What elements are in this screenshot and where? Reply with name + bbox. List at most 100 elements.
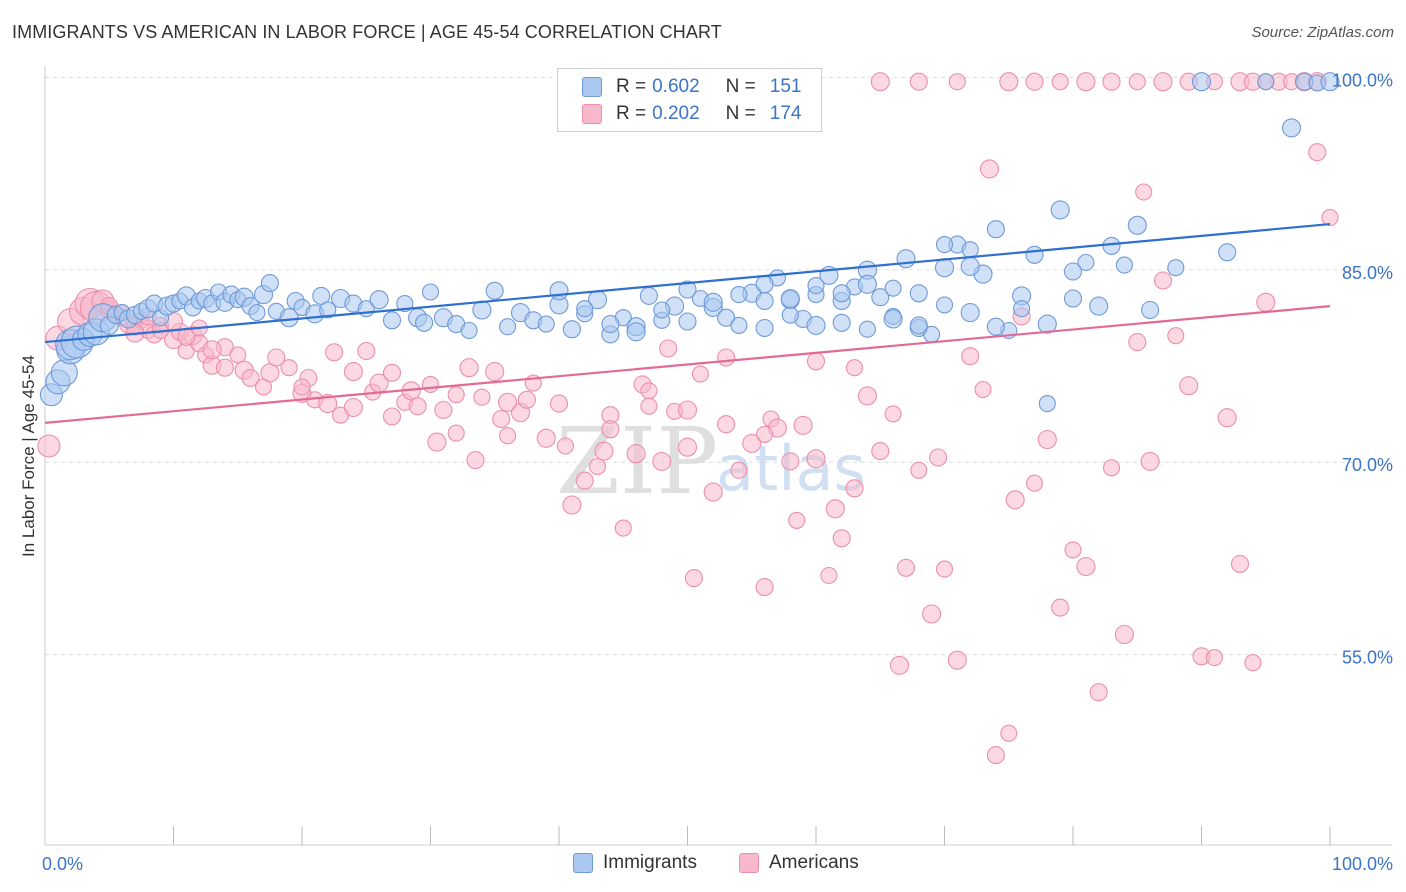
americans-point (730, 461, 748, 479)
immigrants-point (1127, 215, 1147, 235)
immigrants-point (1038, 395, 1056, 413)
americans-point (343, 362, 363, 382)
y-tick-label: 55.0% (1342, 648, 1393, 668)
americans-point (215, 358, 234, 377)
americans-point (459, 358, 479, 378)
americans-point (575, 471, 594, 490)
americans-point (889, 655, 910, 675)
chart-title: IMMIGRANTS VS AMERICAN IN LABOR FORCE | … (12, 22, 722, 42)
americans-point (1102, 459, 1121, 477)
americans-point (1005, 490, 1025, 510)
americans-point (1025, 474, 1044, 492)
immigrants-point (730, 286, 748, 304)
americans-point (473, 388, 491, 406)
americans-point (910, 461, 928, 479)
americans-point (640, 382, 658, 400)
immigrants-point (1257, 73, 1275, 91)
immigrants-point (909, 316, 928, 335)
trend-lines (44, 222, 1331, 424)
immigrants-point (960, 303, 980, 323)
americans-point (1102, 72, 1121, 91)
americans-point (1217, 408, 1237, 428)
americans-point (974, 380, 992, 399)
y-tick-label: 100.0% (1332, 70, 1393, 90)
bottom-legend-immigrants[interactable]: Immigrants (573, 852, 697, 874)
immigrants-point (639, 286, 658, 305)
legend-r-label: R = (616, 103, 647, 124)
y-tick-label: 85.0% (1342, 263, 1393, 283)
immigrants-point (1077, 253, 1095, 272)
americans-point (640, 397, 658, 415)
americans-point (1140, 451, 1160, 471)
immigrants-point (1218, 243, 1237, 262)
americans-point (1076, 556, 1096, 577)
americans-point (37, 434, 61, 458)
immigrants-point (562, 320, 581, 339)
americans-point (1076, 72, 1096, 92)
americans-point (979, 159, 1000, 179)
americans-point (845, 359, 864, 377)
americans-point (517, 390, 536, 409)
americans-point (845, 479, 864, 498)
americans-point (896, 558, 916, 577)
immigrants-point (884, 279, 902, 297)
americans-point (677, 437, 698, 457)
immigrants-point (1141, 300, 1160, 320)
americans-point (948, 73, 966, 91)
legend-row-americans: R = 0.202 N = 174 (582, 102, 801, 126)
immigrants-point (1013, 300, 1031, 318)
legend-row-immigrants: R = 0.602 N = 151 (582, 75, 801, 99)
americans-points (37, 72, 1339, 765)
immigrants-point (986, 220, 1005, 239)
americans-trend-line (44, 305, 1331, 424)
americans-point (267, 348, 286, 367)
x-tick-label: 0.0% (42, 854, 83, 874)
immigrants-point (986, 317, 1005, 336)
americans-point (825, 499, 845, 519)
immigrants-point (717, 308, 736, 327)
americans-point (1179, 376, 1199, 396)
americans-point (1000, 724, 1018, 742)
immigrants-point (1167, 259, 1185, 277)
americans-point (659, 339, 678, 358)
immigrants-point (960, 256, 980, 276)
americans-point (556, 437, 574, 455)
americans-point (691, 365, 709, 383)
americans-point (820, 566, 838, 585)
americans-point (466, 451, 485, 470)
immigrants-point (1320, 72, 1340, 92)
americans-point (318, 394, 338, 414)
americans-point (382, 407, 402, 426)
americans-point (1205, 649, 1223, 667)
americans-point (229, 346, 247, 364)
americans-point (1256, 292, 1276, 312)
immigrants-point (678, 312, 697, 331)
legend-n-label: N = (725, 76, 756, 97)
americans-point (922, 604, 942, 624)
americans-point (357, 341, 376, 361)
immigrants-point (730, 316, 748, 334)
legend-n-value: 151 (769, 76, 802, 97)
americans-point (961, 347, 980, 366)
americans-point (871, 442, 890, 461)
immigrants-point (806, 315, 826, 335)
y-tick-label: 70.0% (1342, 455, 1393, 475)
americans-point (781, 452, 800, 471)
immigrants-point (755, 291, 774, 311)
immigrants-point (703, 292, 723, 312)
americans-point (909, 72, 928, 91)
immigrants-point (382, 311, 402, 330)
americans-point (1308, 143, 1327, 162)
immigrants-point (858, 320, 876, 338)
americans-point (485, 362, 505, 382)
immigrants-point (896, 249, 916, 269)
americans-point (408, 397, 427, 416)
legend-n-label: N = (725, 103, 756, 124)
americans-point (935, 560, 954, 578)
americans-point (884, 405, 902, 423)
americans-point (793, 415, 813, 435)
legend-n-value: 174 (769, 103, 802, 124)
immigrants-point (319, 301, 337, 319)
bottom-legend-americans[interactable]: Americans (739, 852, 859, 874)
